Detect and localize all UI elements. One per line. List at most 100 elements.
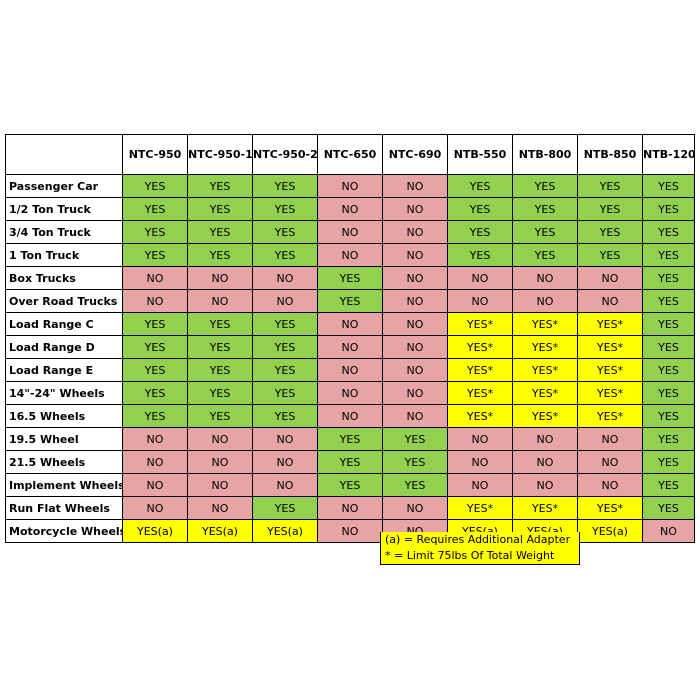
table-row: Load Range C YES YES YES NO NO YES* YES* YES* YES [5, 312, 695, 336]
table-cell: NO [382, 381, 448, 405]
column-header: NTB-850 [577, 134, 643, 175]
table-cell: YES* [447, 404, 513, 428]
table-cell: NO [122, 289, 188, 313]
column-header: NTB-1200 [642, 134, 695, 175]
table-cell: YES [382, 427, 448, 451]
table-cell: NO [382, 174, 448, 198]
table-cell: YES [317, 289, 383, 313]
table-cell: NO [577, 427, 643, 451]
table-cell: NO [577, 266, 643, 290]
table-cell: NO [252, 450, 318, 474]
row-label: 1 Ton Truck [5, 243, 123, 267]
table-cell: NO [447, 289, 513, 313]
table-cell: NO [317, 335, 383, 359]
table-cell: YES [187, 243, 253, 267]
table-cell: YES [252, 404, 318, 428]
table-cell: NO [577, 289, 643, 313]
table-cell: NO [187, 450, 253, 474]
table-cell: YES [187, 312, 253, 336]
row-label: Motorcycle Wheels [5, 519, 123, 543]
row-label: Passenger Car [5, 174, 123, 198]
table-cell: NO [187, 496, 253, 520]
table-cell: NO [382, 289, 448, 313]
table-cell: NO [577, 450, 643, 474]
table-cell: YES* [447, 358, 513, 382]
table-row: Run Flat Wheels NO NO YES NO NO YES* YES* YES* YE… [5, 496, 695, 520]
table-cell: NO [512, 427, 578, 451]
table-row: 14"-24" Wheels YES YES YES NO NO YES* YES* YES* Y… [5, 381, 695, 405]
table-cell: YES [642, 427, 695, 451]
table-row: Load Range D YES YES YES NO NO YES* YES* YES* YES [5, 335, 695, 359]
table-cell: YES [122, 358, 188, 382]
table-cell: NO [512, 450, 578, 474]
column-header: NTC-950-1 [187, 134, 253, 175]
table-cell: YES* [577, 335, 643, 359]
table-body: Passenger Car YES YES YES NO NO YES YES YES YES 1/… [5, 174, 695, 543]
table-cell: YES* [577, 496, 643, 520]
row-label: 1/2 Ton Truck [5, 197, 123, 221]
table-cell: YES [122, 243, 188, 267]
table-row: Load Range E YES YES YES NO NO YES* YES* YES* YES [5, 358, 695, 382]
table-cell: YES [642, 220, 695, 244]
corner-cell [5, 134, 123, 175]
table-cell: YES(a) [252, 519, 318, 543]
table-cell: YES* [512, 312, 578, 336]
table-cell: YES [642, 335, 695, 359]
table-cell: NO [512, 266, 578, 290]
table-cell: YES [317, 266, 383, 290]
table-cell: YES [447, 197, 513, 221]
table-cell: YES [512, 197, 578, 221]
row-label: Over Road Trucks [5, 289, 123, 313]
column-header: NTC-650 [317, 134, 383, 175]
row-label: Run Flat Wheels [5, 496, 123, 520]
table-cell: YES [642, 404, 695, 428]
table-row: 21.5 Wheels NO NO NO YES YES NO NO NO YES [5, 450, 695, 474]
table-cell: YES(a) [187, 519, 253, 543]
compatibility-table: NTC-950 NTC-950-1 NTC-950-2 NTC-650 NTC-690 N… [5, 134, 695, 543]
footnote: * = Limit 75lbs Of Total Weight [385, 549, 555, 562]
table-cell: YES [252, 496, 318, 520]
table-cell: YES* [447, 496, 513, 520]
table-cell: NO [447, 450, 513, 474]
table-cell: YES [577, 174, 643, 198]
table-cell: YES [252, 197, 318, 221]
table-cell: YES [187, 335, 253, 359]
table-cell: YES [642, 496, 695, 520]
table-cell: YES [642, 473, 695, 497]
row-label: Load Range C [5, 312, 123, 336]
table-cell: YES [122, 381, 188, 405]
row-label: Box Trucks [5, 266, 123, 290]
table-cell: YES [642, 358, 695, 382]
table-cell: YES [512, 220, 578, 244]
table-cell: YES [122, 220, 188, 244]
table-row: 1/2 Ton Truck YES YES YES NO NO YES YES YES YES [5, 197, 695, 221]
table-cell: NO [382, 220, 448, 244]
table-cell: YES* [577, 404, 643, 428]
table-cell: YES [317, 473, 383, 497]
table-cell: YES* [512, 496, 578, 520]
table-cell: YES* [512, 381, 578, 405]
table-cell: YES [252, 381, 318, 405]
table-row: Implement Wheels NO NO NO YES YES NO NO NO YES [5, 473, 695, 497]
table-cell: NO [252, 289, 318, 313]
row-label: Implement Wheels [5, 473, 123, 497]
table-cell: NO [122, 473, 188, 497]
table-cell: NO [122, 427, 188, 451]
table-row: 3/4 Ton Truck YES YES YES NO NO YES YES YES YES [5, 220, 695, 244]
table-cell: NO [252, 427, 318, 451]
table-cell: NO [382, 312, 448, 336]
table-cell: YES [252, 312, 318, 336]
table-row: 16.5 Wheels YES YES YES NO NO YES* YES* YES* YES [5, 404, 695, 428]
table-cell: YES [577, 220, 643, 244]
table-row: 1 Ton Truck YES YES YES NO NO YES YES YES YES [5, 243, 695, 267]
table-cell: YES [512, 243, 578, 267]
table-cell: NO [252, 266, 318, 290]
row-label: 3/4 Ton Truck [5, 220, 123, 244]
table-cell: YES* [512, 358, 578, 382]
table-cell: NO [187, 289, 253, 313]
table-cell: YES [252, 220, 318, 244]
table-cell: NO [317, 197, 383, 221]
table-cell: YES(a) [577, 519, 643, 543]
table-cell: YES [252, 174, 318, 198]
table-cell: YES [447, 243, 513, 267]
